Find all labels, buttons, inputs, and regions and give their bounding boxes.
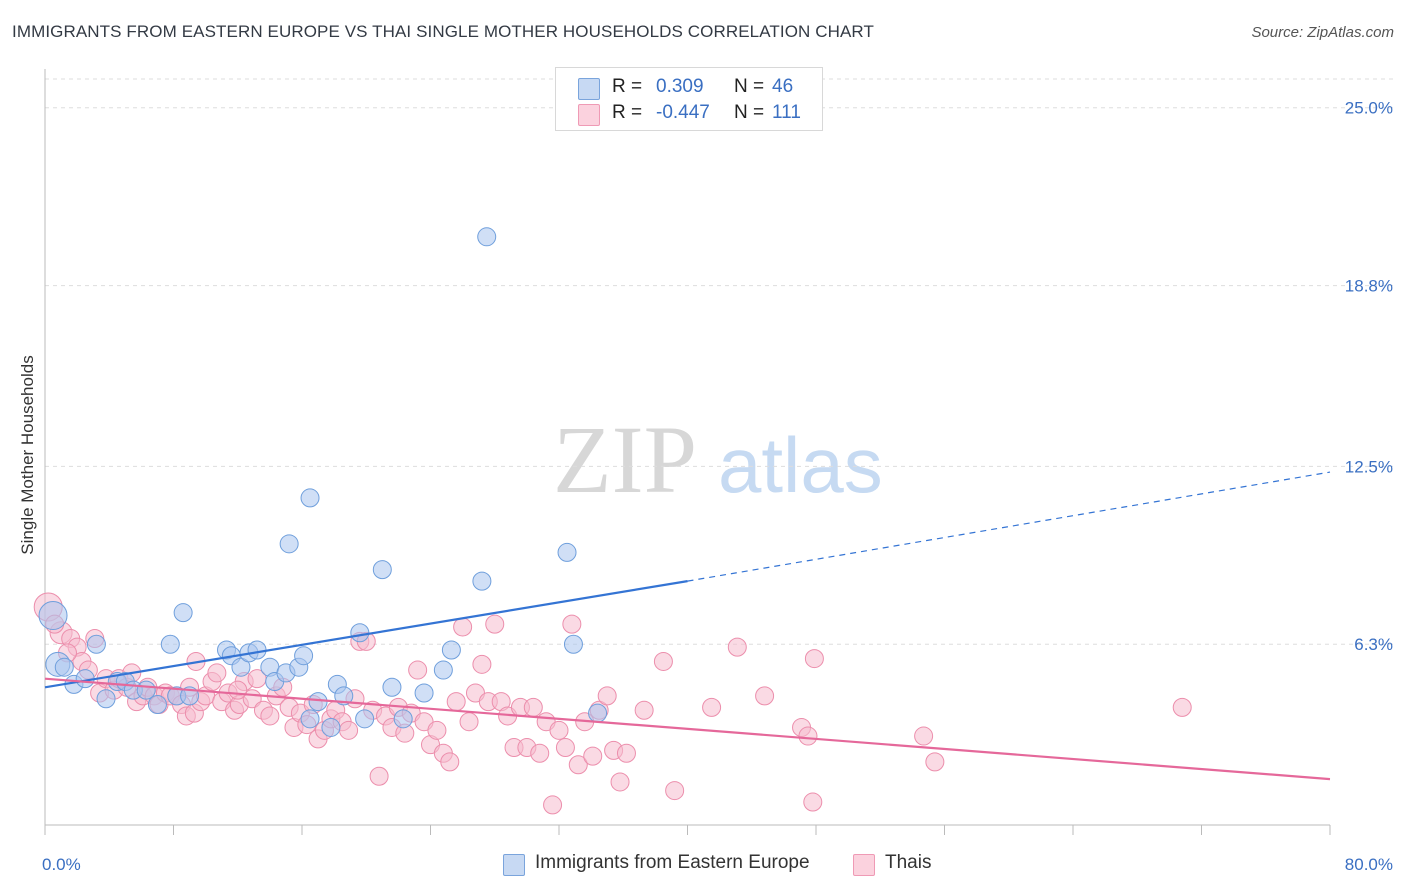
eastern-europe-point xyxy=(350,623,370,643)
y-axis-label: Single Mother Households xyxy=(18,355,37,555)
thais-point xyxy=(755,686,775,706)
eastern-europe-point xyxy=(588,703,608,723)
thais-point xyxy=(597,686,617,706)
eastern-europe-point xyxy=(38,601,68,631)
eastern-europe-point xyxy=(472,571,492,591)
eastern-europe-point xyxy=(279,534,299,554)
eastern-europe-point xyxy=(160,634,180,654)
thais-point xyxy=(543,795,563,815)
thais-trend-line xyxy=(44,677,1331,781)
eastern-europe-point xyxy=(477,227,497,247)
thais-point xyxy=(634,700,654,720)
eastern-europe-point xyxy=(231,657,251,677)
thais-point xyxy=(523,697,543,717)
pink-swatch xyxy=(578,104,600,126)
eastern-europe-point xyxy=(173,603,193,623)
thais-point xyxy=(228,680,248,700)
x-tick-label: 80.0% xyxy=(1345,855,1393,874)
eastern-europe-point xyxy=(96,689,116,709)
chart-source: Source: ZipAtlas.com xyxy=(1251,24,1394,41)
n-value: 46 xyxy=(772,76,794,97)
thais-point xyxy=(427,720,447,740)
n-label: N = xyxy=(734,102,765,123)
thais-point xyxy=(369,766,389,786)
eastern-europe-point xyxy=(308,692,328,712)
watermark-atlas: atlas xyxy=(718,421,883,509)
eastern-europe-point xyxy=(382,677,402,697)
thais-point xyxy=(555,738,575,758)
thais-point xyxy=(453,617,473,637)
blue-swatch xyxy=(503,854,525,876)
eastern-europe-point xyxy=(355,709,375,729)
eastern-europe-point xyxy=(557,542,577,562)
thais-point xyxy=(583,746,603,766)
eastern-europe-point xyxy=(294,646,314,666)
thais-point xyxy=(610,772,630,792)
thais-point xyxy=(440,752,460,772)
n-label: N = xyxy=(734,76,765,97)
thais-point xyxy=(530,743,550,763)
y-tick-label: 6.3% xyxy=(1354,635,1393,654)
thais-point xyxy=(472,654,492,674)
thais-point xyxy=(665,781,685,801)
eastern-europe-point xyxy=(372,560,392,580)
stats-legend: R = 0.309 N = 46 R = -0.447 N = 111 xyxy=(555,67,823,131)
thais-point xyxy=(485,614,505,634)
thais-point xyxy=(459,712,479,732)
eastern-europe-point xyxy=(247,640,267,660)
eastern-europe-point xyxy=(54,657,74,677)
eastern-europe-point xyxy=(433,660,453,680)
eastern-europe-trend-line xyxy=(44,580,688,689)
eastern-europe-point xyxy=(414,683,434,703)
thais-point xyxy=(339,720,359,740)
thais-point xyxy=(408,660,428,680)
r-label: R = xyxy=(612,76,643,97)
thais-point xyxy=(562,614,582,634)
thais-point xyxy=(1172,697,1192,717)
legend-label: Thais xyxy=(885,852,932,873)
eastern-europe-point xyxy=(86,634,106,654)
eastern-europe-point xyxy=(563,634,583,654)
thais-point xyxy=(804,649,824,669)
eastern-europe-point xyxy=(300,709,320,729)
chart-title: IMMIGRANTS FROM EASTERN EUROPE VS THAI S… xyxy=(12,22,874,41)
thais-point xyxy=(914,726,934,746)
thais-point xyxy=(568,755,588,775)
thais-point xyxy=(925,752,945,772)
eastern-europe-point xyxy=(334,686,354,706)
thais-point xyxy=(616,743,636,763)
eastern-europe-point xyxy=(147,694,167,714)
eastern-europe-trend-extension xyxy=(687,471,1331,582)
thais-point xyxy=(702,697,722,717)
legend-label: Immigrants from Eastern Europe xyxy=(535,852,810,873)
thais-point xyxy=(207,663,227,683)
r-value: 0.309 xyxy=(656,76,704,97)
thais-point xyxy=(803,792,823,812)
pink-swatch xyxy=(853,854,875,876)
thais-point xyxy=(727,637,747,657)
thais-point xyxy=(653,651,673,671)
eastern-europe-point xyxy=(300,488,320,508)
r-label: R = xyxy=(612,102,643,123)
x-tick-label: 0.0% xyxy=(42,855,81,874)
r-value: -0.447 xyxy=(656,102,710,123)
blue-swatch xyxy=(578,78,600,100)
watermark-zip: ZIP xyxy=(553,406,697,513)
thais-point xyxy=(260,706,280,726)
y-tick-label: 12.5% xyxy=(1345,457,1393,476)
y-tick-label: 25.0% xyxy=(1345,99,1393,118)
thais-point xyxy=(798,726,818,746)
thais-point xyxy=(549,720,569,740)
n-value: 111 xyxy=(772,102,801,123)
eastern-europe-point xyxy=(393,709,413,729)
eastern-europe-point xyxy=(321,717,341,737)
eastern-europe-point xyxy=(441,640,461,660)
y-tick-label: 18.8% xyxy=(1345,277,1393,296)
thais-point xyxy=(446,692,466,712)
